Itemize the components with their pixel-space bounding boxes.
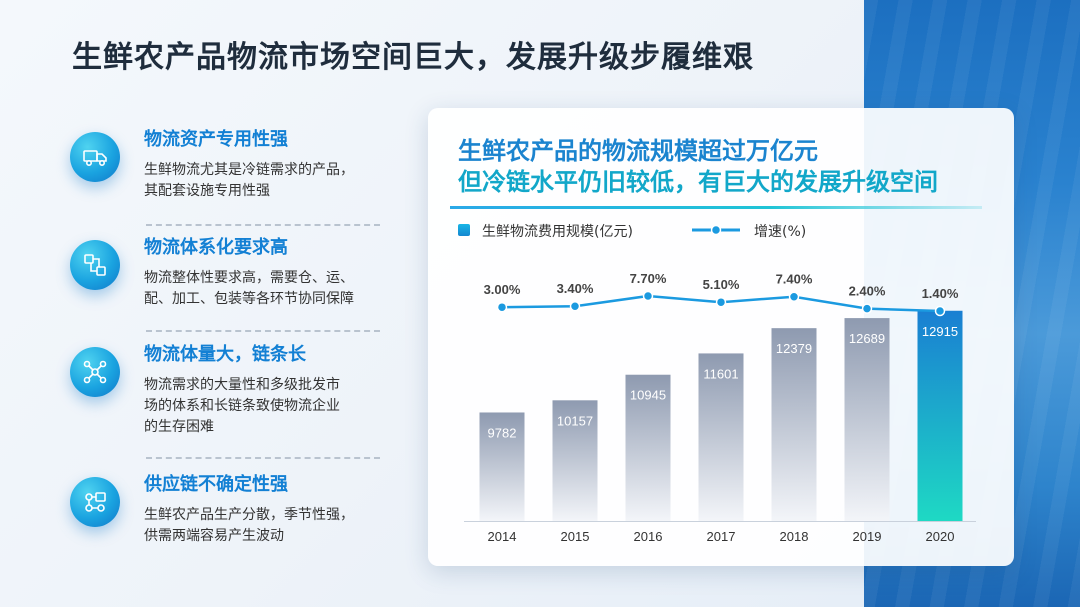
page-title: 生鲜农产品物流市场空间巨大，发展升级步履维艰 <box>72 40 754 75</box>
x-tick-label: 2017 <box>707 529 736 544</box>
divider <box>146 224 380 226</box>
legend-bar-label: 生鲜物流费用规模(亿元) <box>482 224 633 240</box>
feature-heading: 供应链不确定性强 <box>144 474 288 495</box>
growth-label: 5.10% <box>703 277 740 292</box>
feature-description: 生鲜农产品生产分散，季节性强， 供需两端容易产生波动 <box>144 507 354 544</box>
x-tick-label: 2014 <box>488 529 517 544</box>
legend-bar-swatch <box>458 224 470 236</box>
truck-icon <box>70 132 120 182</box>
bar-2019 <box>844 318 890 521</box>
card-title-line2: 但冷链水平仍旧较低，有巨大的发展升级空间 <box>458 168 938 196</box>
bar-2020 <box>917 310 963 521</box>
legend-line-label: 增速(%) <box>754 224 807 240</box>
feature-description: 物流需求的大量性和多级批发市 场的体系和长链条致使物流企业 的生存困难 <box>144 377 340 435</box>
growth-label: 7.70% <box>630 271 667 286</box>
card-divider <box>450 206 982 209</box>
bar-value-label: 10945 <box>630 388 666 403</box>
feature-heading: 物流资产专用性强 <box>144 129 288 150</box>
bar-value-label: 9782 <box>488 425 517 440</box>
card-title-line1: 生鲜农产品的物流规模超过万亿元 <box>458 137 818 165</box>
bar-2018 <box>771 328 817 521</box>
feature-heading: 物流体量大，链条长 <box>144 344 306 365</box>
feature-heading: 物流体系化要求高 <box>144 237 288 258</box>
growth-label: 3.40% <box>557 281 594 296</box>
growth-point <box>496 301 508 313</box>
card-title: 生鲜农产品的物流规模超过万亿元 但冷链水平仍旧较低，有巨大的发展升级空间 <box>458 136 938 198</box>
workflow-icon <box>70 240 120 290</box>
feature-item: 物流体系化要求高 物流整体性要求高，需要仓、运、 配、加工、包装等各环节协同保障 <box>70 236 464 310</box>
bar-2015 <box>552 400 598 521</box>
chart-card: 生鲜农产品的物流规模超过万亿元 但冷链水平仍旧较低，有巨大的发展升级空间 生鲜物… <box>428 108 1014 566</box>
x-tick-label: 2015 <box>561 529 590 544</box>
bar-value-label: 12379 <box>776 341 812 356</box>
bar-value-label: 11601 <box>703 366 738 381</box>
feature-item: 物流体量大，链条长 物流需求的大量性和多级批发市 场的体系和长链条致使物流企业 … <box>70 343 464 438</box>
feature-item: 物流资产专用性强 生鲜物流尤其是冷链需求的产品， 其配套设施专用性强 <box>70 128 464 202</box>
bar-line-chart: 9782 10157 10945 11601 12379 12689 12915 2014 2… <box>464 271 976 544</box>
legend-line-swatch <box>692 224 740 236</box>
growth-label: 3.00% <box>484 282 521 297</box>
feature-item: 供应链不确定性强 生鲜农产品生产分散，季节性强， 供需两端容易产生波动 <box>70 473 464 547</box>
growth-label: 2.40% <box>849 284 886 299</box>
growth-point <box>934 305 946 317</box>
bar-value-label: 10157 <box>557 413 593 428</box>
x-tick-label: 2018 <box>780 529 809 544</box>
bar-2014 <box>479 412 525 521</box>
divider <box>146 457 380 459</box>
x-tick-label: 2016 <box>634 529 663 544</box>
growth-point <box>788 291 800 302</box>
x-tick-label: 2020 <box>926 529 955 544</box>
growth-label: 1.40% <box>922 286 959 301</box>
network-icon <box>70 347 120 397</box>
growth-point <box>861 303 873 314</box>
feature-description: 生鲜物流尤其是冷链需求的产品， 其配套设施专用性强 <box>144 162 354 199</box>
growth-point <box>569 300 581 312</box>
feature-description: 物流整体性要求高，需要仓、运、 配、加工、包装等各环节协同保障 <box>144 270 354 307</box>
bar-2017 <box>698 353 744 521</box>
bar-value-label: 12915 <box>922 324 958 339</box>
bar-value-label: 12689 <box>849 331 885 346</box>
growth-label: 7.40% <box>776 272 813 287</box>
supply-chain-icon <box>70 477 120 527</box>
bar-2016 <box>625 374 671 521</box>
growth-point <box>642 290 654 302</box>
growth-point <box>715 296 727 308</box>
divider <box>146 330 380 332</box>
x-tick-label: 2019 <box>853 529 882 544</box>
